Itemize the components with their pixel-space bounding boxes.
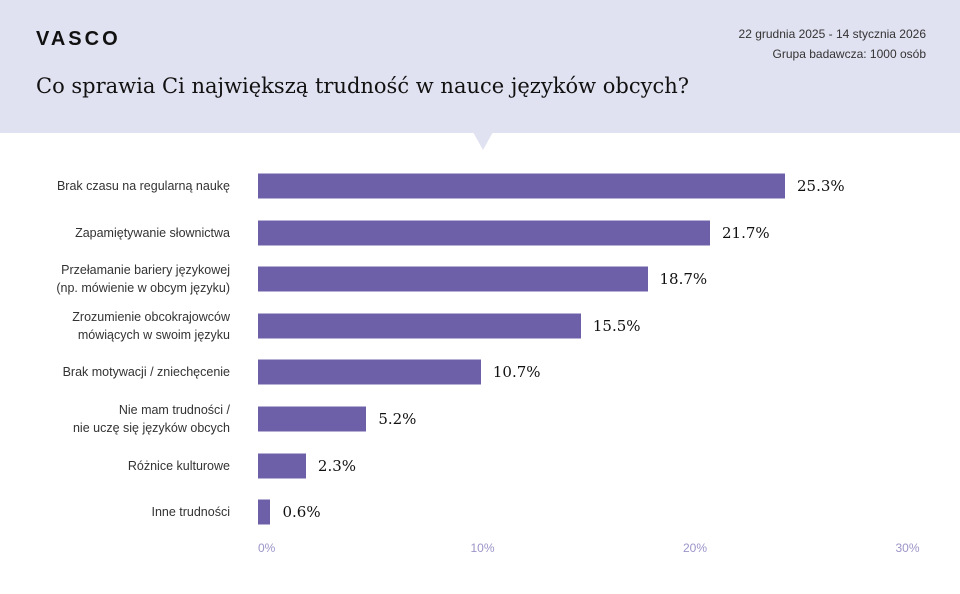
value-label: 25.3% [796, 177, 845, 195]
bar [258, 173, 785, 199]
bar [258, 499, 271, 525]
header-pointer [473, 132, 493, 150]
value-label: 0.6% [282, 503, 321, 522]
category-label: Inne trudności [151, 505, 230, 520]
header-banner: VASCO 22 grudnia 2025 - 14 stycznia 2026… [0, 0, 960, 133]
value-label: 5.2% [378, 410, 417, 428]
vasco-logo: VASCO [36, 28, 121, 50]
chart-title: Co sprawia Ci największą trudność w nauc… [36, 74, 689, 98]
value-label: 21.7% [722, 223, 770, 242]
category-label: Przełamanie bariery językowej (np. mówien… [56, 263, 230, 296]
value-label: 2.3% [317, 456, 357, 475]
date-range: 22 grudnia 2025 - 14 stycznia 2026 [738, 27, 926, 41]
category-label: Różnice kulturowe [127, 458, 230, 473]
category-label: Nie mam trudności / nie uczę się języków … [72, 403, 230, 435]
x-tick-label: 20% [683, 541, 708, 555]
bar [258, 406, 367, 432]
bar [258, 359, 481, 385]
bar [258, 313, 581, 339]
category-label: Zapamiętywanie słownictwa [75, 225, 230, 240]
x-tick-label: 0% [258, 541, 276, 555]
survey-meta: 22 grudnia 2025 - 14 stycznia 2026 Grupa… [739, 24, 926, 64]
value-label: 18.7% [659, 270, 708, 289]
sample-size: Grupa badawcza: 1000 osób [772, 47, 926, 61]
x-tick-label: 30% [895, 541, 920, 555]
category-label: Zrozumienie obcokrajowców mówiących w swo… [72, 309, 230, 342]
x-tick-label: 10% [470, 541, 495, 555]
category-label: Brak motywacji / zniechęcenie [62, 365, 230, 380]
value-label: 10.7% [492, 363, 541, 382]
category-label: Brak czasu na regularną naukę [56, 179, 230, 193]
value-label: 15.5% [592, 316, 641, 335]
bar [258, 266, 648, 292]
bar [258, 220, 710, 246]
bar [258, 453, 306, 479]
